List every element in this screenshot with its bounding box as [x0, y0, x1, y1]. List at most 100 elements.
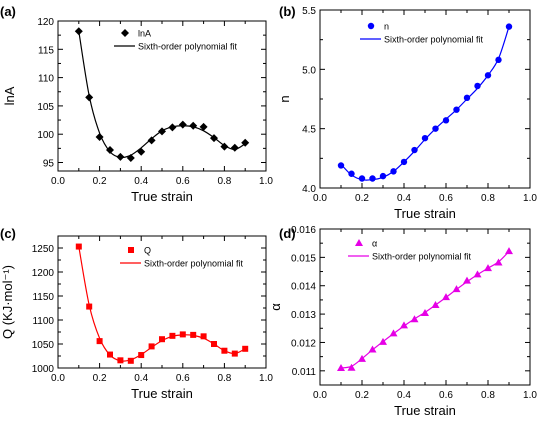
y-tick-label: 100	[37, 130, 54, 141]
y-tick-label: 0.014	[291, 282, 316, 293]
data-point	[337, 162, 345, 169]
data-point	[442, 117, 450, 124]
x-axis-title: True strain	[394, 403, 456, 418]
data-point	[117, 357, 124, 364]
data-point	[347, 363, 356, 371]
data-point	[189, 121, 198, 130]
y-tick-label: 0.011	[292, 367, 317, 378]
x-tick-label: 1.0	[259, 176, 273, 187]
y-tick-label: 5.5	[302, 6, 316, 17]
y-tick-label: 120	[37, 17, 54, 28]
data-point	[368, 345, 377, 353]
data-point	[505, 23, 513, 30]
x-tick-label: 0.8	[481, 390, 495, 401]
data-point	[127, 357, 134, 364]
data-point	[220, 142, 229, 151]
data-point	[75, 243, 82, 250]
data-point	[390, 168, 397, 175]
y-tick-label: 4.0	[302, 184, 316, 195]
data-point	[159, 336, 165, 343]
data-point	[221, 347, 228, 354]
x-tick-label: 1.0	[523, 193, 537, 204]
x-tick-label: 0.6	[176, 373, 190, 384]
data-point	[421, 134, 429, 142]
y-tick-label: 5.0	[302, 65, 316, 76]
y-tick-label: 1050	[32, 340, 55, 351]
panel-label: (d)	[279, 226, 296, 241]
data-point	[369, 175, 376, 182]
data-point	[211, 341, 217, 347]
y-tick-label: 4.5	[302, 125, 316, 136]
legend-label-fit: Sixth-order polynomial fit	[372, 252, 472, 262]
data-point	[473, 270, 482, 278]
data-point	[126, 153, 135, 162]
data-point	[200, 333, 207, 340]
data-point	[400, 321, 408, 329]
data-point	[505, 247, 513, 255]
x-tick-label: 0.0	[51, 373, 65, 384]
x-tick-label: 0.4	[134, 373, 148, 384]
data-point	[179, 331, 186, 338]
data-point	[199, 122, 208, 131]
legend-marker	[121, 29, 129, 37]
data-point	[411, 146, 418, 154]
data-point	[358, 175, 366, 182]
x-axis-title: True strain	[131, 386, 193, 401]
y-tick-label: 0.015	[291, 253, 316, 264]
data-point	[358, 354, 366, 362]
data-point	[484, 264, 492, 272]
y-tick-label: 0.016	[291, 225, 316, 236]
y-tick-label: 95	[43, 159, 55, 170]
data-point	[431, 301, 440, 309]
legend-label-fit: Sixth-order polynomial fit	[138, 42, 238, 52]
x-tick-label: 0.4	[134, 176, 148, 187]
data-point	[442, 293, 450, 301]
data-point	[86, 303, 93, 310]
x-tick-label: 0.8	[481, 193, 495, 204]
data-point	[348, 170, 355, 177]
data-point	[463, 94, 471, 102]
y-tick-label: 1200	[32, 268, 55, 279]
x-tick-label: 0.8	[217, 176, 231, 187]
y-tick-label: 105	[37, 102, 54, 113]
data-point	[148, 343, 155, 350]
x-tick-label: 1.0	[523, 390, 537, 401]
data-point	[95, 133, 104, 142]
y-tick-label: 1150	[32, 292, 54, 303]
x-tick-label: 0.0	[51, 176, 65, 187]
y-tick-label: 110	[38, 74, 54, 85]
panel-d: 0.0 0.2 0.4 0.6 0.8 1.0 0.011 0.012 0.013 0.014 0.…	[268, 225, 537, 418]
panel-label: (c)	[0, 226, 16, 241]
data-point	[169, 332, 176, 339]
data-point	[379, 172, 387, 180]
x-axis-title: True strain	[394, 206, 456, 221]
x-tick-label: 0.6	[439, 193, 453, 204]
data-point	[452, 285, 461, 293]
x-tick-label: 0.0	[313, 193, 327, 204]
y-tick-label: 0.013	[291, 310, 316, 321]
data-point	[96, 338, 103, 345]
data-point	[389, 329, 398, 337]
y-tick-label: 1100	[32, 316, 54, 327]
panel-c: 0.0 0.2 0.4 0.6 0.8 1.0 1000 1050 1100 1150 1200 12…	[0, 226, 273, 401]
legend-label-data: lnA	[138, 29, 151, 39]
y-tick-label: 0.012	[291, 338, 316, 349]
legend-label-data: α	[372, 239, 377, 249]
data-point	[168, 123, 177, 132]
data-point	[158, 127, 166, 136]
data-point	[147, 136, 156, 145]
y-tick-label: 115	[38, 45, 54, 56]
data-point	[241, 138, 250, 147]
x-axis-title: True strain	[131, 189, 193, 204]
panel-label: (b)	[279, 4, 296, 19]
data-point	[137, 147, 146, 156]
y-axis-title: lnA	[2, 86, 17, 105]
data-point	[231, 350, 238, 357]
data-point	[494, 258, 503, 266]
data-point	[138, 352, 145, 359]
data-point	[421, 308, 429, 316]
x-tick-label: 0.8	[217, 373, 231, 384]
data-point	[484, 72, 492, 79]
data-point	[495, 56, 502, 64]
legend-label-fit: Sixth-order polynomial fit	[144, 259, 244, 269]
